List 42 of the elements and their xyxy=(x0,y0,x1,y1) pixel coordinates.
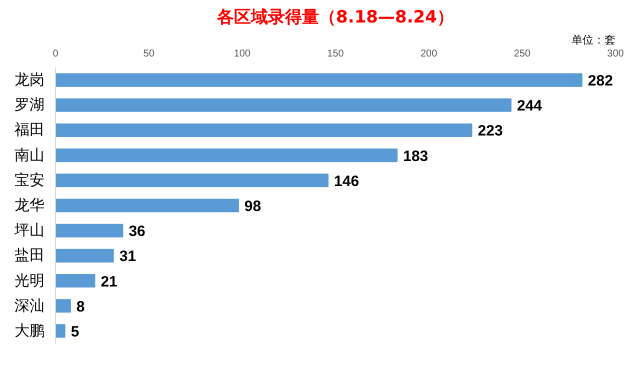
bar xyxy=(56,198,239,212)
bar xyxy=(56,324,66,338)
y-tick-label: 深汕 xyxy=(14,297,44,314)
x-tick-label: 0 xyxy=(52,48,59,60)
data-label: 8 xyxy=(76,298,85,316)
x-tick-label: 200 xyxy=(420,48,438,60)
data-label: 21 xyxy=(100,273,118,290)
bar xyxy=(56,98,512,112)
bar xyxy=(56,73,582,87)
x-tick-label: 100 xyxy=(234,48,251,60)
bar xyxy=(56,248,114,262)
data-label: 282 xyxy=(588,72,613,90)
bar xyxy=(56,174,329,188)
y-tick-label: 盐田 xyxy=(14,247,44,264)
text: 单位：套 xyxy=(572,34,616,46)
x-tick-label: 300 xyxy=(607,48,624,60)
y-tick-label: 南山 xyxy=(14,146,44,164)
bar xyxy=(56,274,96,288)
data-label: 183 xyxy=(403,148,428,165)
data-label: 146 xyxy=(334,172,360,190)
x-tick-label: 150 xyxy=(327,48,344,60)
y-tick-label: 大鹏 xyxy=(14,322,44,340)
data-label: 31 xyxy=(119,248,136,266)
bar xyxy=(56,224,124,238)
data-label: 223 xyxy=(478,122,503,140)
data-label: 244 xyxy=(516,98,543,115)
bar xyxy=(56,123,472,137)
data-label: 36 xyxy=(128,223,146,240)
y-tick-label: 坪山 xyxy=(14,222,44,240)
chart-title: 各区域录得量（8.18—8.24） xyxy=(216,8,454,28)
y-tick-label: 宝安 xyxy=(14,172,44,189)
y-tick-label: 罗湖 xyxy=(14,96,44,114)
y-tick-label: 龙华 xyxy=(14,197,44,214)
x-tick-label: 250 xyxy=(514,48,531,60)
data-label: 98 xyxy=(244,198,262,215)
y-tick-label: 龙岗 xyxy=(14,72,44,89)
bar xyxy=(56,148,398,162)
x-tick-label: 50 xyxy=(143,48,155,60)
y-tick-label: 福田 xyxy=(14,122,44,139)
y-tick-label: 光明 xyxy=(14,272,44,290)
data-label: 5 xyxy=(70,323,80,340)
bar xyxy=(56,299,71,313)
